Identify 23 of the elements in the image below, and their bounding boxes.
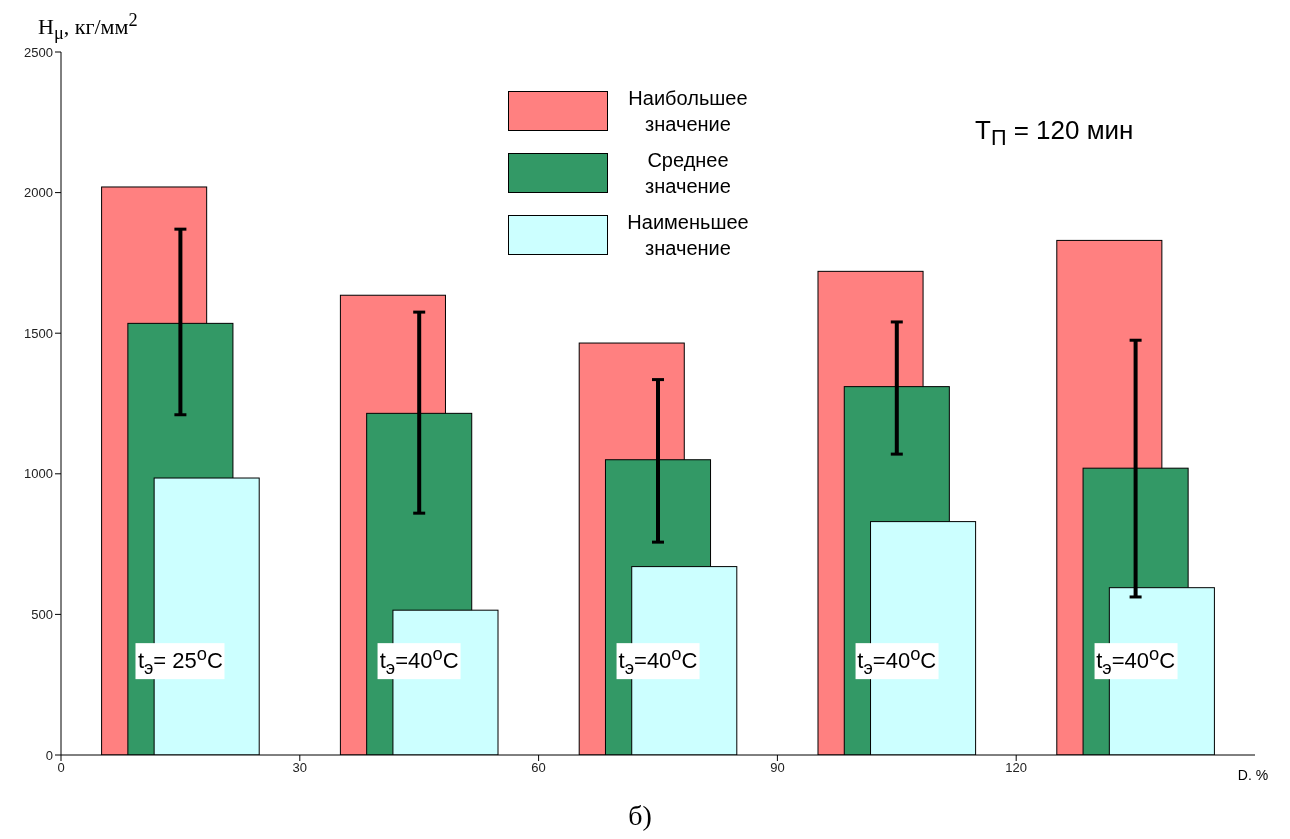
- annotation: T$_{П}$ = 120 мин: [975, 115, 1134, 151]
- x-tick-label: 90: [770, 760, 785, 776]
- legend-label: Наибольшее значение: [627, 86, 749, 137]
- annotation: t$_{э}$=40$^{о}$C: [857, 642, 937, 678]
- legend-label: Наименьшее значение: [626, 210, 750, 261]
- text: б): [628, 800, 652, 831]
- legend-label: Среднее значение: [644, 148, 732, 199]
- x-tick-label: 30: [292, 760, 308, 776]
- x-tick-label: 60: [531, 760, 546, 776]
- y-tick-label: 500: [31, 607, 53, 623]
- annotation: t$_{э}$=40$^{о}$C: [618, 642, 698, 678]
- annotation: t$_{э}$= 25$^{о}$C: [137, 642, 223, 678]
- annotation: t$_{э}$=40$^{о}$C: [379, 642, 459, 678]
- y-tick-label: 1500: [24, 325, 53, 341]
- x-axis-title: D. %: [1237, 767, 1269, 783]
- y-tick-label: 2000: [24, 185, 53, 201]
- x-tick-label: 120: [1005, 760, 1028, 776]
- y-tick-label: 2500: [24, 44, 53, 60]
- x-tick-label: 0: [57, 760, 65, 776]
- y-tick-label: 1000: [24, 466, 53, 482]
- annotation: t$_{э}$=40$^{о}$C: [1096, 642, 1176, 678]
- y-axis-title: H$_{μ}$, кг/мм$^{2}$: [38, 10, 138, 44]
- y-tick-label: 0: [45, 747, 53, 763]
